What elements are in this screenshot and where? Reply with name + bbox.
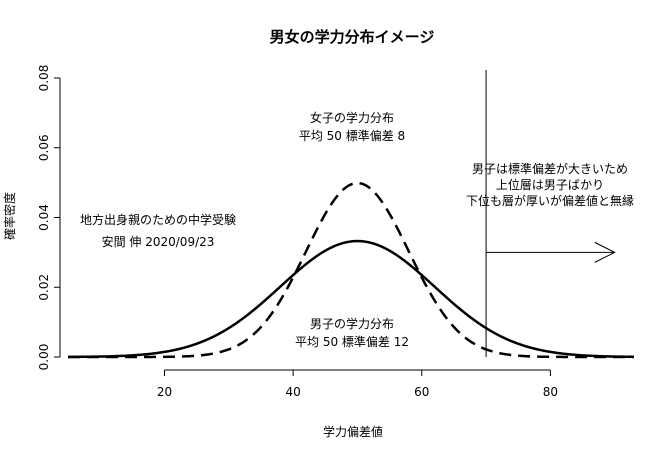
- x-tick-label-60: 60: [414, 385, 429, 399]
- x-tick-label-80: 80: [543, 385, 558, 399]
- y-tick-label-0: 0.00: [37, 344, 51, 371]
- note-line-1: 男子は標準偏差が大きいため: [472, 161, 628, 176]
- author-date: 安間 伸 2020/09/23: [102, 234, 215, 249]
- y-tick-label-1: 0.02: [37, 274, 51, 301]
- chart-title: 男女の学力分布イメージ: [270, 28, 435, 46]
- axes: 20 40 60 80 0.00 0.02 0.04 0.06 0.08: [37, 65, 558, 399]
- note-line-3: 下位も層が厚いが偏差値と無縁: [466, 193, 634, 208]
- y-tick-label-2: 0.04: [37, 204, 51, 231]
- x-axis-label: 学力偏差値: [323, 424, 383, 439]
- y-tick-label-4: 0.08: [37, 65, 51, 92]
- x-tick-label-40: 40: [285, 385, 300, 399]
- y-tick-label-3: 0.06: [37, 134, 51, 161]
- boys-dist-title: 男子の学力分布: [310, 316, 394, 331]
- boys-dist-stats: 平均 50 標準偏差 12: [295, 334, 409, 349]
- x-tick-label-20: 20: [157, 385, 172, 399]
- y-axis-label: 確率密度: [2, 192, 17, 240]
- credit-line: 地方出身親のための中学受験: [80, 212, 236, 227]
- girls-dist-title: 女子の学力分布: [310, 110, 394, 125]
- density-curve-sd12: [67, 239, 635, 359]
- plot-marks: [67, 70, 635, 359]
- density-curve-sd8: [68, 181, 634, 359]
- arrow-head: [594, 241, 616, 263]
- girls-dist-stats: 平均 50 標準偏差 8: [299, 128, 405, 143]
- note-line-2: 上位層は男子ばかり: [496, 177, 604, 192]
